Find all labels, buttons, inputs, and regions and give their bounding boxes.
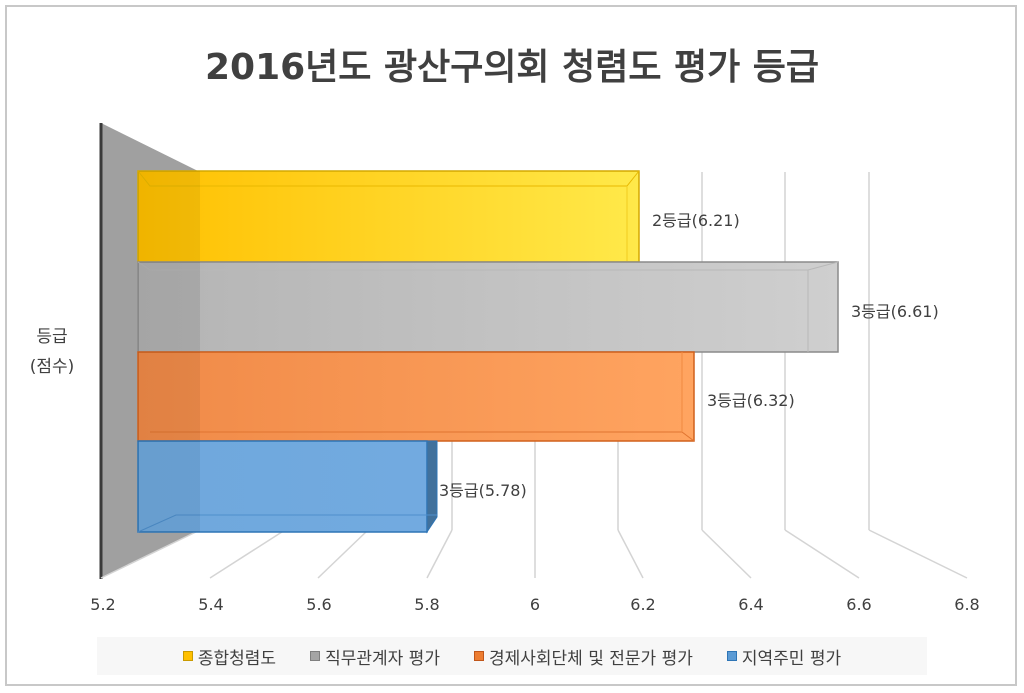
legend-swatch-icon (726, 651, 737, 661)
x-tick: 6.8 (954, 595, 980, 614)
y-axis-label-line2: (점수) (29, 357, 75, 377)
x-tick: 5.4 (198, 595, 224, 614)
data-label-job-related: 3등급(6.61) (851, 302, 939, 321)
data-label-overall: 2등급(6.21) (652, 211, 740, 230)
legend-swatch-icon (310, 651, 321, 661)
x-tick: 5.2 (90, 595, 116, 614)
legend-label: 경제사회단체 및 전문가 평가 (488, 648, 693, 669)
y-axis-label: 등급 (점수) (22, 322, 82, 382)
x-tick: 6.6 (846, 595, 872, 614)
data-label-economic-expert: 3등급(6.32) (707, 391, 795, 410)
x-tick: 6.4 (738, 595, 764, 614)
legend-label: 종합청렴도 (197, 648, 277, 669)
data-label-local-resident: 3등급(5.78) (439, 481, 527, 500)
x-tick: 5.6 (306, 595, 332, 614)
x-tick: 6.2 (630, 595, 656, 614)
y-axis-label-line1: 등급 (36, 327, 68, 347)
legend-label: 지역주민 평가 (741, 648, 842, 669)
x-tick: 5.8 (414, 595, 440, 614)
legend-swatch-icon (182, 651, 193, 661)
legend-item-overall: 종합청렴도 (182, 644, 277, 669)
x-tick: 6 (529, 595, 541, 614)
chart-title: 2016년도 광산구의회 청렴도 평가 등급 (204, 47, 819, 88)
bar-job-related-evaluation (137, 261, 839, 353)
legend-item-economic-expert: 경제사회단체 및 전문가 평가 (473, 644, 693, 669)
bar-economic-social-expert-evaluation (137, 351, 695, 442)
legend-item-job-related: 직무관계자 평가 (310, 644, 440, 669)
bar-overall-integrity (137, 170, 640, 263)
legend-label: 직무관계자 평가 (325, 648, 440, 669)
bar-local-resident-evaluation (137, 440, 438, 534)
legend: 종합청렴도 직무관계자 평가 경제사회단체 및 전문가 평가 지역주민 평가 (97, 637, 927, 675)
legend-swatch-icon (473, 651, 484, 661)
legend-item-local-resident: 지역주민 평가 (726, 644, 842, 669)
